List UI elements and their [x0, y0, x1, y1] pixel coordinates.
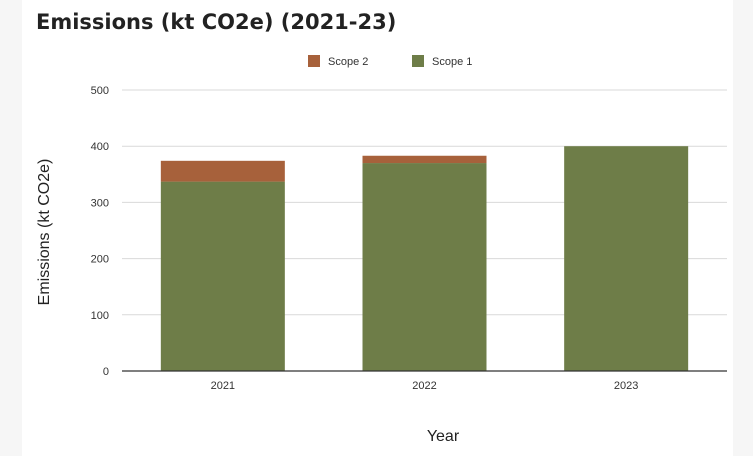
bar-scope-1-2022 [362, 163, 487, 371]
legend: Scope 2 Scope 1 [308, 55, 472, 68]
y-tick-label: 200 [91, 254, 109, 266]
legend-swatch-scope-1 [412, 55, 424, 67]
y-tick-label: 100 [91, 310, 109, 322]
legend-label-scope-2: Scope 2 [328, 56, 368, 68]
chart-card: Emissions (kt CO2e) (2021-23) Scope 2 Sco… [22, 0, 733, 456]
x-tick-label: 2021 [211, 380, 235, 392]
bar-scope-1-2021 [160, 181, 285, 371]
bars [160, 146, 689, 371]
y-tick-label: 0 [103, 366, 109, 378]
stacked-bar-chart: Emissions (kt CO2e) (2021-23) Scope 2 Sco… [36, 10, 727, 445]
y-tick-label: 300 [91, 197, 109, 209]
y-axis-ticks: 0 100 200 300 400 500 [91, 85, 109, 378]
legend-label-scope-1: Scope 1 [432, 56, 472, 68]
x-tick-label: 2022 [412, 380, 436, 392]
y-axis-title: Emissions (kt CO2e) [36, 159, 53, 306]
bar-scope-1-2023 [564, 146, 689, 371]
bar-scope-2-2021 [160, 160, 285, 182]
bar-scope-2-2022 [362, 155, 487, 164]
x-axis-title: Year [427, 428, 460, 445]
y-tick-label: 400 [91, 141, 109, 153]
y-tick-label: 500 [91, 85, 109, 97]
legend-swatch-scope-2 [308, 55, 320, 67]
x-tick-label: 2023 [614, 380, 638, 392]
chart-title: Emissions (kt CO2e) (2021-23) [36, 10, 396, 34]
x-axis-ticks: 2021 2022 2023 [211, 380, 639, 392]
